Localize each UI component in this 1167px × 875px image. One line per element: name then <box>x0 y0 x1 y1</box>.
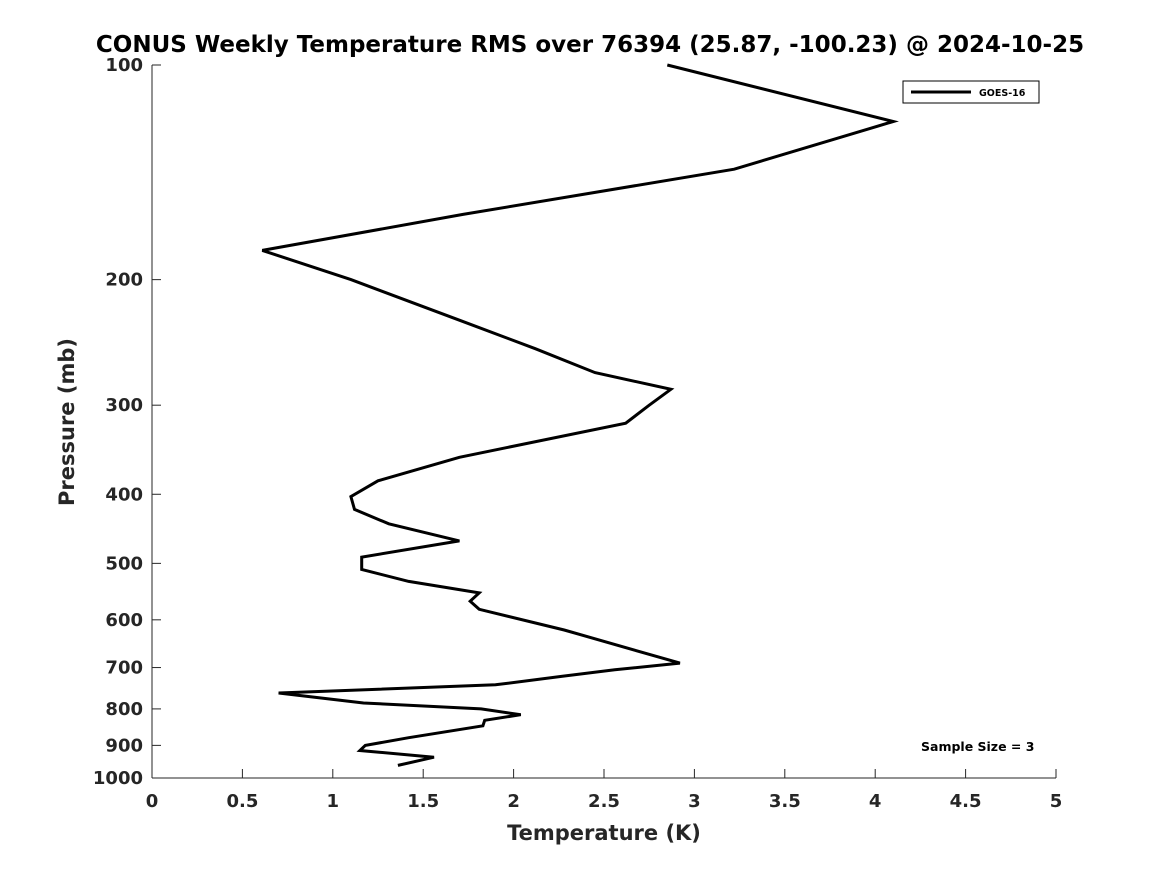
y-axis-label: Pressure (mb) <box>55 338 79 506</box>
x-axis-label: Temperature (K) <box>507 821 701 845</box>
x-tick-label: 0 <box>146 791 159 812</box>
x-tick-label: 3 <box>688 791 701 812</box>
x-tick-label: 5 <box>1050 791 1063 812</box>
x-tick-label: 3.5 <box>769 791 801 812</box>
y-tick-label: 700 <box>105 658 143 679</box>
x-tick-label: 1 <box>327 791 340 812</box>
y-tick-label: 500 <box>105 553 143 574</box>
x-tick-label: 2 <box>507 791 520 812</box>
chart-title: CONUS Weekly Temperature RMS over 76394 … <box>96 32 1084 58</box>
legend: GOES-16 <box>902 80 1040 104</box>
x-tick-label: 2.5 <box>588 791 620 812</box>
y-tick-label: 800 <box>105 699 143 720</box>
y-tick-label: 300 <box>105 395 143 416</box>
series-layer <box>261 63 899 767</box>
y-tick-label: 200 <box>105 270 143 291</box>
x-tick-label: 4.5 <box>950 791 982 812</box>
x-tick-label: 1.5 <box>407 791 439 812</box>
y-tick-label: 1000 <box>93 768 143 789</box>
x-tick-label: 4 <box>869 791 882 812</box>
legend-label-goes-16: GOES-16 <box>979 88 1026 99</box>
y-tick-label: 600 <box>105 610 143 631</box>
series-line-goes-16 <box>261 63 899 767</box>
sample-size-annotation: Sample Size = 3 <box>921 739 1034 754</box>
y-tick-label: 900 <box>105 735 143 756</box>
tick-labels: 0 0.5 1 1.5 2 2.5 3 3.5 4 4.5 5 100 200 300 400 500 600 7… <box>93 55 1062 812</box>
tick-marks <box>151 64 1057 779</box>
y-tick-label: 400 <box>105 484 143 505</box>
x-tick-label: 0.5 <box>226 791 258 812</box>
y-tick-label: 100 <box>105 55 143 76</box>
